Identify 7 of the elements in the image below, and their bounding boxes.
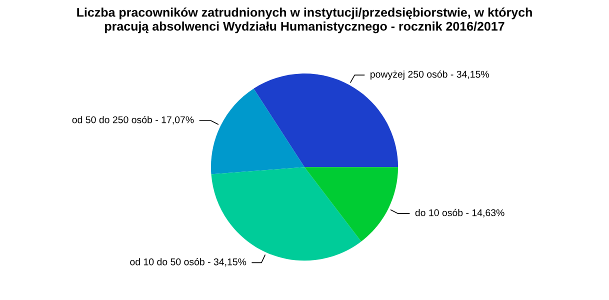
slice-label: powyżej 250 osób - 34,15% [370,70,490,80]
slice-label: od 10 do 50 osób - 34,15% [130,258,246,266]
pie-slice [210,88,304,174]
pie-slice [304,167,398,242]
chart-title: Liczba pracowników zatrudnionych w instytucji/przedsiębiorstwie, w których pracują absolwenci Wydziału Humanistycznego - rocznik 2016/2017 [77,8,532,34]
slice-label: od 50 do 250 osób - 17,07% [72,116,194,124]
slice-label: do 10 osób - 14,63% [415,208,504,218]
